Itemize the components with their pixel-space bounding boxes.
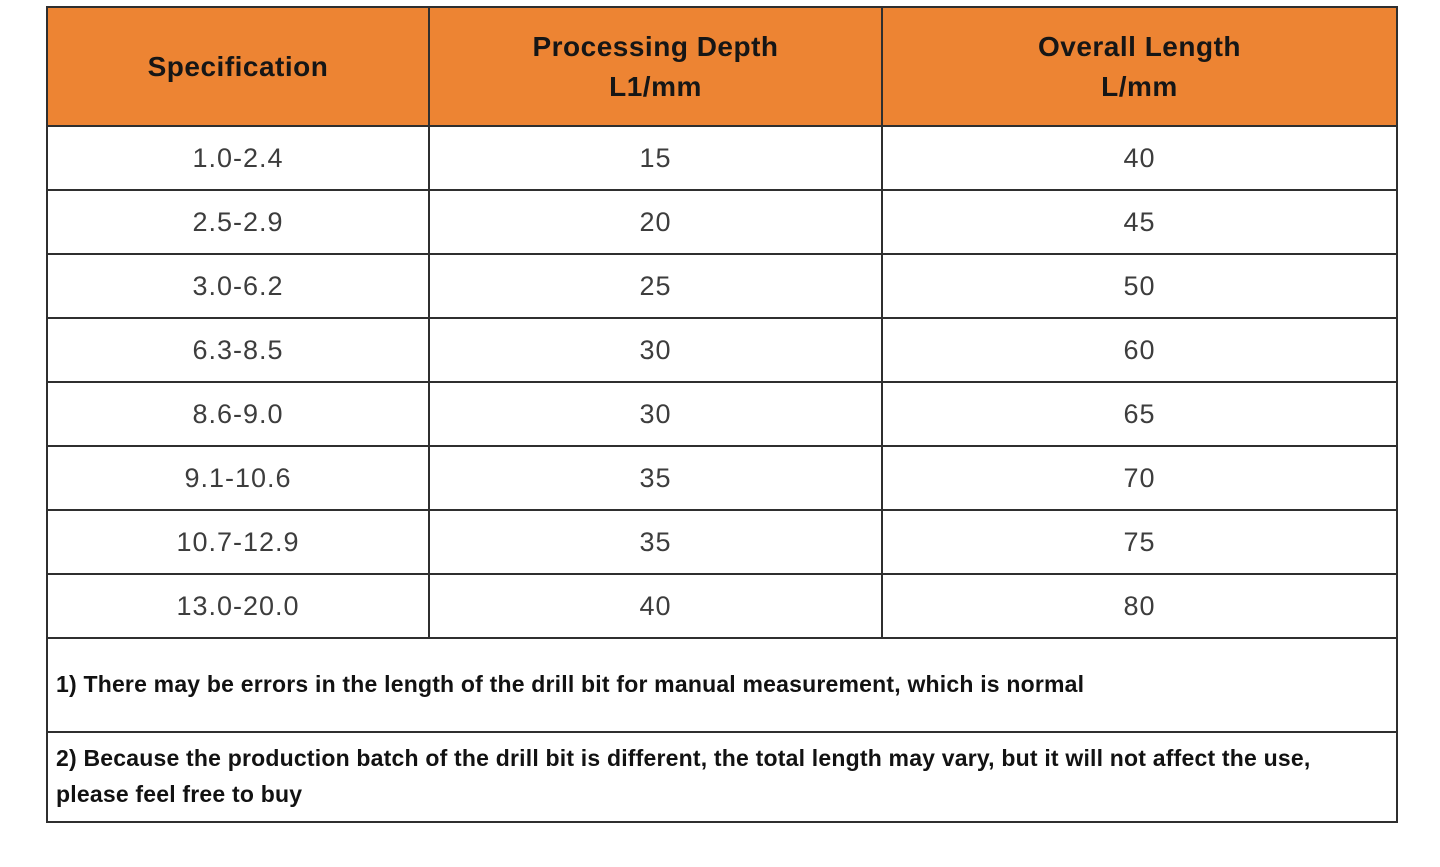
cell-overall-length: 80 (881, 573, 1398, 639)
spec-table-container: Specification Processing Depth L1/mm Ove… (46, 6, 1398, 823)
cell-processing-depth: 35 (428, 445, 883, 511)
header-cell-overall-length: Overall Length L/mm (881, 6, 1398, 127)
cell-specification: 2.5-2.9 (46, 189, 430, 255)
drill-bit-spec-table: Specification Processing Depth L1/mm Ove… (46, 6, 1398, 823)
cell-specification: 9.1-10.6 (46, 445, 430, 511)
table-row: 13.0-20.0 40 80 (46, 573, 1398, 639)
note-text-1: 1) There may be errors in the length of … (46, 637, 1398, 733)
note-text-2: 2) Because the production batch of the d… (46, 731, 1398, 823)
cell-overall-length: 65 (881, 381, 1398, 447)
cell-specification: 10.7-12.9 (46, 509, 430, 575)
cell-specification: 3.0-6.2 (46, 253, 430, 319)
header-cell-specification: Specification (46, 6, 430, 127)
cell-overall-length: 75 (881, 509, 1398, 575)
note-row: 1) There may be errors in the length of … (46, 637, 1398, 733)
note-row: 2) Because the production batch of the d… (46, 731, 1398, 823)
cell-processing-depth: 25 (428, 253, 883, 319)
cell-overall-length: 60 (881, 317, 1398, 383)
cell-overall-length: 40 (881, 125, 1398, 191)
table-row: 8.6-9.0 30 65 (46, 381, 1398, 447)
cell-specification: 6.3-8.5 (46, 317, 430, 383)
table-row: 9.1-10.6 35 70 (46, 445, 1398, 511)
cell-specification: 13.0-20.0 (46, 573, 430, 639)
cell-processing-depth: 30 (428, 317, 883, 383)
cell-processing-depth: 30 (428, 381, 883, 447)
header-cell-processing-depth: Processing Depth L1/mm (428, 6, 883, 127)
cell-specification: 1.0-2.4 (46, 125, 430, 191)
table-row: 1.0-2.4 15 40 (46, 125, 1398, 191)
cell-specification: 8.6-9.0 (46, 381, 430, 447)
table-row: 6.3-8.5 30 60 (46, 317, 1398, 383)
cell-processing-depth: 20 (428, 189, 883, 255)
table-row: 2.5-2.9 20 45 (46, 189, 1398, 255)
cell-processing-depth: 35 (428, 509, 883, 575)
cell-overall-length: 45 (881, 189, 1398, 255)
table-row: 10.7-12.9 35 75 (46, 509, 1398, 575)
cell-overall-length: 70 (881, 445, 1398, 511)
cell-processing-depth: 15 (428, 125, 883, 191)
cell-overall-length: 50 (881, 253, 1398, 319)
header-row: Specification Processing Depth L1/mm Ove… (46, 6, 1398, 127)
table-row: 3.0-6.2 25 50 (46, 253, 1398, 319)
cell-processing-depth: 40 (428, 573, 883, 639)
